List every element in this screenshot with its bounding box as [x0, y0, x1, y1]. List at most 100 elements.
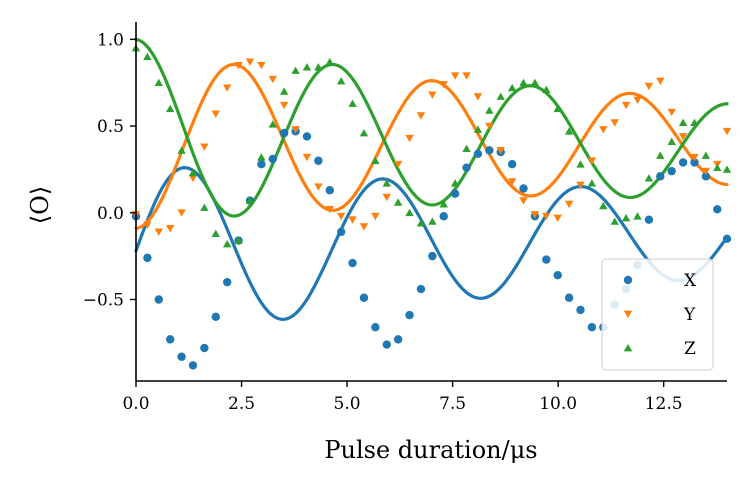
point-x — [302, 132, 312, 141]
point-x — [279, 128, 289, 138]
point-z — [496, 92, 505, 100]
point-x — [587, 323, 597, 332]
point-y — [564, 200, 574, 209]
legend-marker-x — [623, 275, 633, 285]
point-z — [279, 87, 289, 95]
point-z — [713, 163, 722, 172]
point-x — [553, 271, 562, 280]
point-z — [667, 137, 676, 146]
point-x — [690, 158, 699, 167]
point-z — [576, 160, 585, 168]
point-y — [154, 228, 163, 236]
point-x — [428, 251, 437, 261]
x-tick-label: 7.5 — [439, 394, 466, 414]
x-tick-label: 2.5 — [228, 394, 255, 414]
point-y — [576, 181, 585, 190]
y-tick-label: 1.0 — [97, 30, 124, 50]
point-x — [211, 312, 220, 322]
point-y — [336, 212, 346, 221]
point-y — [279, 101, 289, 110]
point-z — [393, 198, 403, 206]
point-x — [359, 293, 369, 302]
legend-label-z: Z — [684, 339, 696, 359]
point-y — [690, 153, 699, 162]
point-y — [165, 225, 175, 233]
point-z — [336, 76, 346, 85]
point-x — [439, 212, 448, 221]
legend-label-x: X — [684, 271, 697, 291]
point-x — [485, 146, 494, 155]
point-z — [542, 85, 551, 93]
point-y — [722, 127, 732, 136]
point-y — [234, 61, 243, 70]
point-y — [211, 110, 220, 118]
point-z — [530, 78, 540, 87]
point-z — [553, 104, 562, 113]
point-y — [200, 143, 209, 151]
point-z — [564, 127, 574, 135]
point-x — [713, 205, 722, 214]
point-y — [587, 157, 597, 165]
point-y — [656, 77, 665, 85]
point-x — [222, 277, 232, 287]
point-z — [371, 156, 380, 165]
point-z — [610, 217, 619, 225]
point-y — [519, 197, 528, 205]
point-z — [143, 52, 152, 61]
point-x — [382, 340, 391, 349]
fit-line-x — [134, 166, 729, 321]
point-z — [382, 179, 391, 187]
point-z — [222, 240, 232, 248]
y-axis-label: ⟨O⟩ — [26, 186, 54, 224]
point-x — [177, 352, 186, 361]
point-y — [530, 211, 540, 219]
point-y — [143, 221, 152, 229]
point-y — [485, 122, 494, 131]
point-y — [621, 101, 631, 110]
point-y — [325, 205, 334, 214]
point-z — [450, 179, 460, 187]
legend-marker-y — [623, 310, 633, 318]
point-z — [348, 99, 357, 107]
point-z — [177, 146, 186, 154]
point-x — [701, 172, 711, 181]
point-z — [200, 203, 209, 211]
point-x — [507, 160, 517, 169]
point-x — [405, 310, 414, 320]
point-z — [656, 151, 665, 159]
point-y — [348, 216, 357, 224]
point-y — [667, 108, 676, 117]
point-x — [348, 258, 357, 268]
point-z — [587, 179, 597, 187]
point-z — [621, 213, 631, 222]
x-ticks: 0.0 2.5 5.0 7.5 10.0 12.5 — [122, 381, 683, 414]
fit-lines — [134, 37, 729, 321]
point-y — [393, 160, 403, 169]
point-y — [633, 96, 642, 105]
point-y — [462, 72, 471, 80]
point-z — [165, 104, 175, 113]
point-z — [268, 120, 277, 128]
point-y — [450, 72, 460, 80]
x-tick-label: 5.0 — [334, 394, 361, 414]
x-axis-label: Pulse duration/μs — [324, 436, 537, 464]
point-y — [268, 75, 277, 84]
point-z — [701, 151, 711, 159]
point-x — [325, 186, 334, 195]
point-x — [576, 305, 585, 315]
point-x — [143, 253, 152, 263]
y-tick-label: −0.5 — [83, 290, 124, 310]
point-x — [336, 227, 346, 237]
point-x — [667, 166, 676, 176]
point-z — [462, 144, 471, 152]
fit-line-y — [134, 62, 729, 230]
y-ticks: −0.5 0.0 0.5 1.0 — [83, 30, 136, 310]
point-x — [542, 255, 551, 264]
point-z — [291, 66, 300, 74]
point-x — [473, 149, 483, 159]
point-y — [359, 223, 369, 231]
point-z — [439, 200, 448, 208]
point-z — [359, 129, 369, 137]
point-x — [314, 156, 323, 165]
point-y — [507, 178, 517, 186]
